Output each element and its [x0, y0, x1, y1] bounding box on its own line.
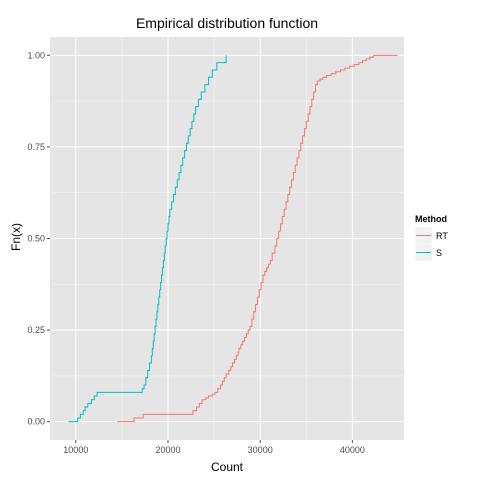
legend-title: Method: [415, 214, 447, 224]
x-tick-label: 30000: [248, 445, 273, 455]
legend-label-rt: RT: [436, 231, 448, 241]
legend-label-s: S: [436, 248, 442, 258]
series-line-s: [68, 55, 227, 423]
x-axis: 10000 20000 30000 40000: [63, 440, 365, 455]
y-tick-label: 0.00: [27, 417, 45, 427]
y-tick-label: 0.50: [27, 234, 45, 244]
x-tick-label: 20000: [155, 445, 180, 455]
series-layer: [68, 54, 398, 423]
y-axis: 0.00 0.25 0.50 0.75 1.00: [27, 50, 50, 427]
chart-title: Empirical distribution function: [136, 15, 318, 31]
x-axis-title: Count: [211, 460, 244, 474]
y-tick-label: 0.25: [27, 325, 45, 335]
x-tick-label: 10000: [63, 445, 88, 455]
legend: Method RT S: [414, 214, 448, 262]
y-axis-title: Fn(x): [9, 223, 23, 251]
y-tick-label: 0.75: [27, 142, 45, 152]
y-tick-label: 1.00: [27, 50, 45, 60]
x-tick-label: 40000: [340, 445, 365, 455]
series-line-rt: [117, 54, 398, 423]
major-grid: [50, 37, 404, 440]
